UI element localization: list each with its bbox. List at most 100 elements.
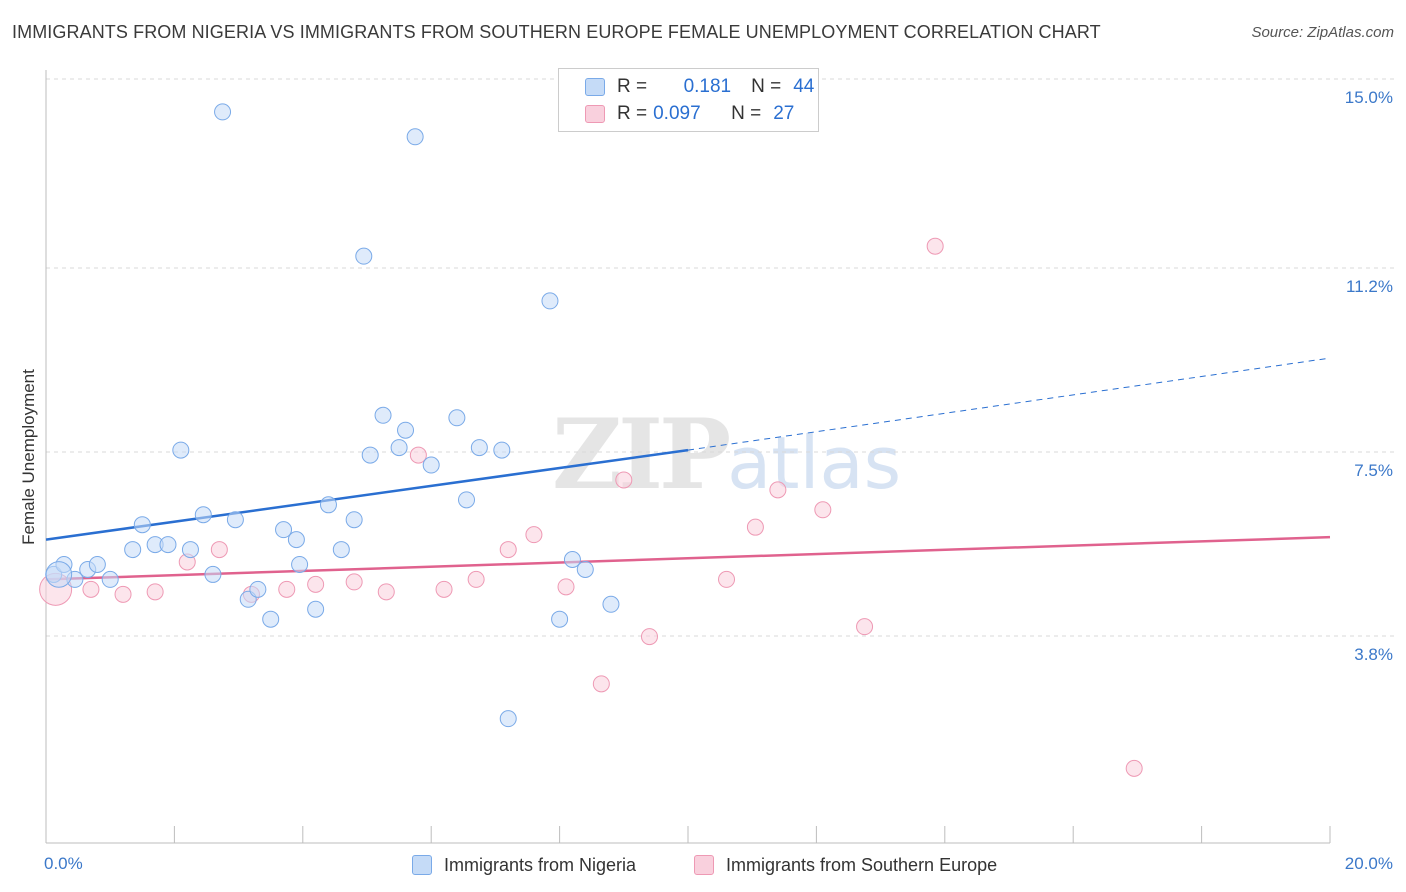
bottom-legend-swatch-nigeria — [412, 855, 432, 875]
point-nigeria — [181, 541, 199, 559]
point-southern-europe — [409, 446, 427, 464]
legend-n-label: N = — [751, 76, 782, 97]
point-nigeria — [551, 610, 569, 628]
chart-title: IMMIGRANTS FROM NIGERIA VS IMMIGRANTS FR… — [12, 22, 1101, 42]
point-nigeria — [374, 406, 392, 424]
point-southern-europe — [718, 570, 736, 588]
point-nigeria — [355, 247, 373, 265]
y-tick-label: 15.0% — [1345, 88, 1393, 107]
point-nigeria — [319, 496, 337, 514]
point-nigeria — [204, 565, 222, 583]
point-southern-europe — [525, 526, 543, 544]
grid — [46, 78, 1396, 637]
point-nigeria — [194, 506, 212, 524]
point-nigeria — [345, 511, 363, 529]
x-tick-label: 0.0% — [44, 854, 83, 873]
bottom-legend-label-southern-europe: Immigrants from Southern Europe — [726, 854, 998, 875]
legend-n-label: N = — [731, 103, 762, 124]
point-nigeria — [406, 128, 424, 146]
point-nigeria — [576, 560, 594, 578]
point-nigeria — [361, 446, 379, 464]
point-southern-europe — [345, 573, 363, 591]
y-tick-label: 11.2% — [1346, 277, 1393, 296]
point-nigeria — [458, 491, 476, 509]
point-southern-europe — [114, 585, 132, 603]
legend-r-value: 0.097 — [653, 103, 701, 124]
point-southern-europe — [640, 628, 658, 646]
point-nigeria — [499, 710, 517, 728]
trend-lines — [45, 357, 1331, 581]
point-nigeria — [226, 511, 244, 529]
point-nigeria — [291, 555, 309, 573]
point-southern-europe — [499, 541, 517, 559]
point-southern-europe — [377, 583, 395, 601]
legend-swatch-nigeria — [585, 78, 605, 96]
point-southern-europe — [307, 575, 325, 593]
point-nigeria — [493, 441, 511, 459]
point-southern-europe — [615, 471, 633, 489]
point-southern-europe — [926, 237, 944, 255]
trend-line-southern-europe — [45, 535, 1331, 581]
point-nigeria — [287, 531, 305, 549]
bottom-legend-label-nigeria: Immigrants from Nigeria — [444, 854, 637, 875]
point-nigeria — [307, 600, 325, 618]
bottom-legend-swatch-southern-europe — [694, 855, 714, 875]
point-nigeria — [45, 561, 73, 588]
point-nigeria — [563, 551, 581, 569]
y-tick-label: 7.5% — [1354, 461, 1393, 480]
legend-n-value: 44 — [793, 76, 815, 97]
legend-r-label: R = — [617, 76, 648, 97]
point-nigeria — [133, 516, 151, 534]
bottom-legend-nigeria: Immigrants from Nigeria — [412, 852, 636, 878]
point-nigeria — [541, 292, 559, 310]
x-tick-label: 20.0% — [1345, 854, 1393, 873]
y-axis-title: Female Unemployment — [19, 369, 38, 545]
point-southern-europe — [146, 583, 164, 601]
point-nigeria — [172, 441, 190, 459]
point-southern-europe — [467, 570, 485, 588]
point-southern-europe — [82, 580, 100, 598]
point-nigeria — [422, 456, 440, 474]
watermark-zip: ZIP — [552, 398, 731, 511]
point-nigeria — [332, 541, 350, 559]
watermark-atlas: atlas — [727, 421, 902, 505]
point-southern-europe — [278, 580, 296, 598]
point-nigeria — [470, 439, 488, 457]
point-southern-europe — [1125, 759, 1143, 777]
point-nigeria — [101, 570, 119, 588]
axes — [45, 70, 1331, 844]
y-tick-label: 3.8% — [1354, 645, 1393, 664]
point-nigeria — [159, 536, 177, 554]
point-southern-europe — [769, 481, 787, 499]
legend-swatch-southern-europe — [585, 105, 605, 123]
point-nigeria — [275, 521, 293, 539]
point-nigeria — [390, 439, 408, 457]
legend-r-value: 0.181 — [683, 76, 732, 97]
point-nigeria — [262, 610, 280, 628]
point-southern-europe — [557, 578, 575, 596]
legend-row-southern-europe: R = 0.097 N = 27 — [585, 102, 794, 126]
point-southern-europe — [746, 518, 764, 536]
point-nigeria — [397, 421, 415, 439]
source-credit: Source: ZipAtlas.com — [1251, 24, 1394, 41]
point-nigeria — [214, 103, 232, 121]
point-nigeria — [602, 595, 620, 613]
legend-r-label: R = — [617, 103, 648, 124]
trend-line-nigeria-extension — [687, 357, 1331, 451]
point-southern-europe — [814, 501, 832, 519]
point-nigeria — [249, 580, 267, 598]
point-southern-europe — [435, 580, 453, 598]
correlation-legend: R = 0.181 N = 44 R = 0.097 N = 27 — [558, 68, 819, 132]
point-nigeria — [88, 555, 106, 573]
trend-line-nigeria — [45, 448, 689, 541]
data-points — [39, 103, 1143, 777]
watermark: ZIPatlas — [552, 398, 901, 511]
tick-labels: 3.8% 7.5% 11.2% 15.0% 0.0% 20.0% — [44, 88, 1393, 873]
point-southern-europe — [210, 541, 228, 559]
point-southern-europe — [856, 618, 874, 636]
point-southern-europe — [592, 675, 610, 693]
legend-n-value: 27 — [773, 103, 795, 124]
point-nigeria — [448, 409, 466, 427]
point-nigeria — [124, 541, 142, 559]
